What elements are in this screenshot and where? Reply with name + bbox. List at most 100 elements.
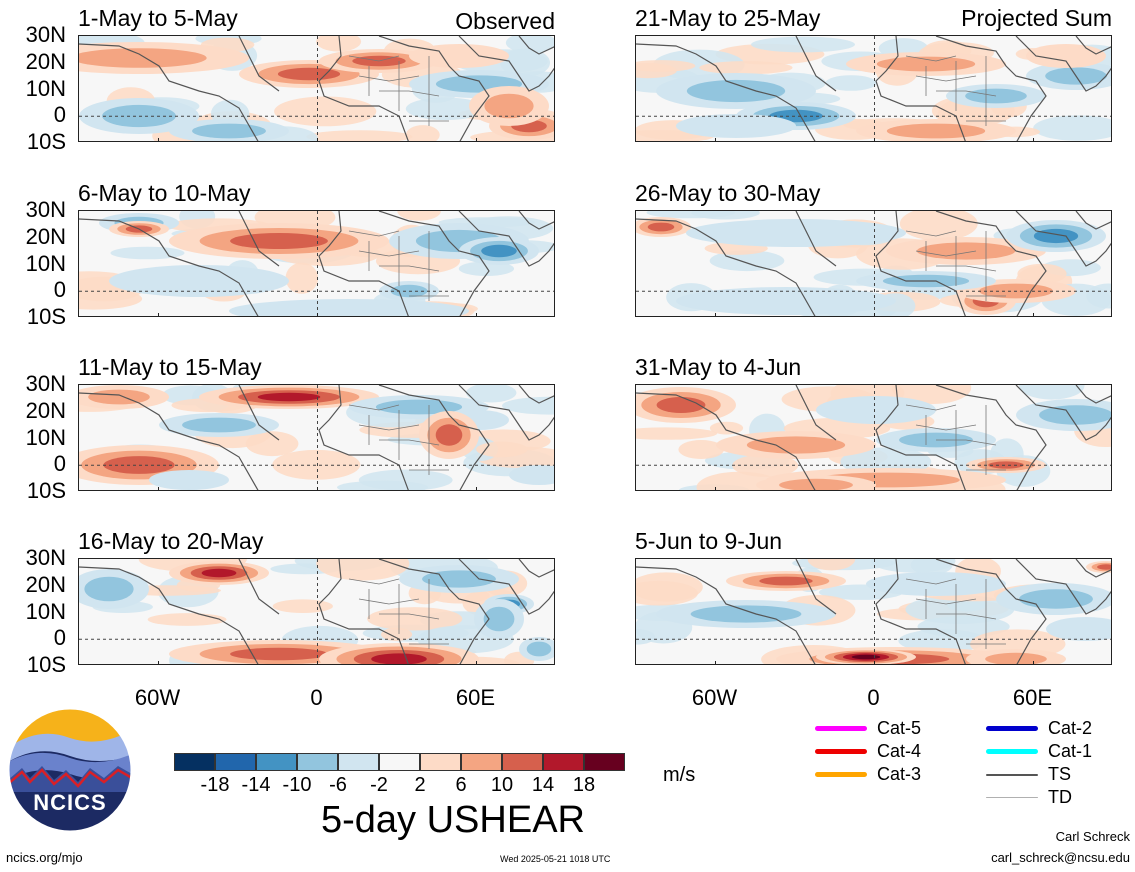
lat-tick-label: 10S: [26, 129, 66, 154]
legend-swatch: [986, 749, 1038, 754]
colorbar-cell: [584, 753, 625, 771]
map-panel: [635, 558, 1112, 665]
colorbar-cell: [174, 753, 215, 771]
colorbar-tick-label: 18: [572, 774, 596, 796]
lat-tick-label: 30N: [25, 197, 66, 222]
lon-tick-label: 60W: [691, 685, 738, 710]
colorbar-tick-label: -18: [200, 774, 230, 796]
lat-tick-label: 0: [53, 625, 66, 651]
legend-label: Cat-1: [1048, 741, 1093, 761]
panel-title: 6-May to 10-May: [78, 180, 251, 206]
coastline: [636, 36, 1111, 141]
colorbar-cell: [297, 753, 338, 771]
colorbar-cell: [379, 753, 420, 771]
lat-tick-label: 20N: [25, 397, 66, 423]
lat-tick-label: 20N: [25, 223, 66, 249]
shear-field: [79, 36, 554, 141]
lat-tick-label: 30N: [25, 22, 66, 47]
map-panel: [635, 35, 1112, 142]
legend-label: Cat-5: [877, 718, 922, 738]
coastline: [79, 36, 554, 141]
legend-item: TD: [986, 787, 1072, 808]
legend-swatch: [986, 797, 1038, 798]
colorbar-cell: [256, 753, 297, 771]
coastline: [79, 559, 554, 664]
country-borders: [348, 404, 449, 475]
shear-field: [636, 36, 1111, 141]
colorbar-tick-label: -6: [329, 774, 347, 796]
legend-item: Cat-5: [815, 718, 921, 739]
panel-title: 31-May to 4-Jun: [635, 354, 802, 380]
legend-label: Cat-2: [1048, 718, 1093, 738]
legend-swatch: [815, 749, 867, 754]
observed-tag: Observed: [455, 8, 555, 34]
lat-tick-label: 10S: [26, 304, 66, 329]
colorbar-cell: [543, 753, 584, 771]
coastline: [79, 211, 554, 316]
legend-swatch: [986, 726, 1038, 731]
country-borders: [348, 230, 449, 301]
colorbar-tick-label: 6: [455, 774, 467, 796]
shear-field: [79, 559, 554, 664]
lat-tick-label: 10S: [26, 652, 66, 677]
panel-title: 1-May to 5-May: [78, 5, 238, 31]
country-borders: [348, 55, 449, 126]
colorbar-units: m/s: [663, 764, 696, 786]
ncics-logo: NCICS: [8, 708, 132, 832]
map-panel: [635, 210, 1112, 317]
colorbar-tick-label: 10: [490, 774, 514, 796]
lat-tick-label: 0: [53, 277, 66, 303]
legend-label: TS: [1048, 764, 1072, 784]
legend-swatch: [815, 772, 867, 777]
legend-label: Cat-3: [877, 764, 922, 784]
coastline: [636, 385, 1111, 490]
lat-tick-label: 20N: [25, 48, 66, 74]
lat-tick-label: 20N: [25, 571, 66, 597]
country-borders: [905, 55, 1006, 126]
panel-title: 11-May to 15-May: [78, 354, 262, 380]
lat-tick-label: 0: [53, 102, 66, 128]
legend-swatch: [815, 726, 867, 731]
lat-tick-label: 10S: [26, 478, 66, 503]
colorbar-tick-label: -10: [282, 774, 312, 796]
legend-label: TD: [1048, 787, 1072, 807]
lon-tick-label: 0: [867, 685, 880, 710]
panel-title: 26-May to 30-May: [635, 180, 821, 206]
colorbar-tick-label: 2: [414, 774, 426, 796]
panel-title: 5-Jun to 9-Jun: [635, 528, 783, 554]
colorbar-tick-label: -14: [241, 774, 271, 796]
panel-title: 21-May to 25-May: [635, 5, 821, 31]
lat-tick-label: 0: [53, 451, 66, 477]
legend-item: Cat-3: [815, 764, 921, 785]
map-panel: [78, 384, 555, 491]
coastline: [636, 559, 1111, 664]
lat-tick-label: 10N: [25, 424, 66, 450]
panel-title: 16-May to 20-May: [78, 528, 264, 554]
footer-url: ncics.org/mjo: [6, 850, 83, 865]
legend-swatch: [986, 773, 1038, 776]
lat-tick-label: 30N: [25, 545, 66, 570]
lat-tick-label: 30N: [25, 371, 66, 396]
shear-field: [636, 559, 1111, 664]
lat-tick-label: 10N: [25, 250, 66, 276]
shear-field: [636, 211, 1111, 316]
lon-tick-label: 0: [310, 685, 323, 710]
legend-label: Cat-4: [877, 741, 922, 761]
coastline: [79, 385, 554, 490]
footer-email: carl_schreck@ncsu.edu: [991, 850, 1130, 865]
lat-tick-label: 10N: [25, 598, 66, 624]
coastline: [636, 211, 1111, 316]
colorbar-tick-label: 14: [531, 774, 555, 796]
legend-item: Cat-2: [986, 718, 1092, 739]
colorbar-cell: [215, 753, 256, 771]
legend-item: Cat-1: [986, 741, 1092, 762]
projected-tag: Projected Sum: [961, 5, 1112, 31]
legend-item: TS: [986, 764, 1071, 785]
colorbar-tick-label: -2: [370, 774, 388, 796]
logo-text: NCICS: [33, 790, 107, 815]
country-borders: [905, 578, 1006, 649]
colorbar-cell: [461, 753, 502, 771]
shear-field: [79, 385, 554, 490]
lat-tick-label: 10N: [25, 75, 66, 101]
legend-item: Cat-4: [815, 741, 921, 762]
